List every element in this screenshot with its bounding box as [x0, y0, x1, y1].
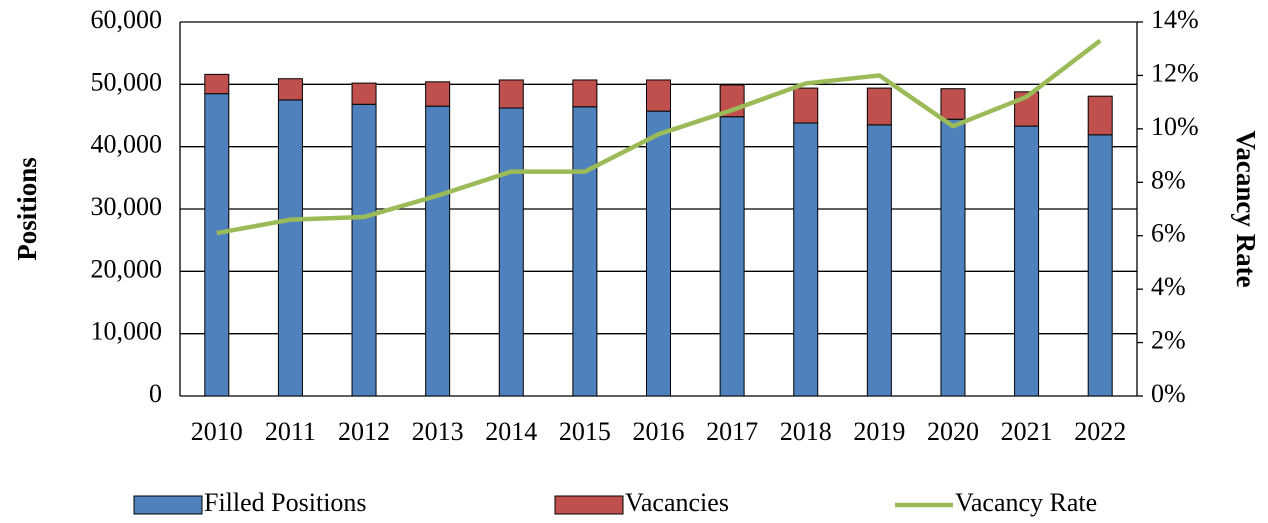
bar [204, 93, 230, 397]
bar [277, 99, 303, 397]
y-axis-label: Positions [12, 157, 42, 261]
y-tick-label: 40,000 [91, 130, 163, 159]
x-tick-label: 2016 [633, 417, 685, 446]
y2-tick-label: 0% [1151, 379, 1186, 408]
y2-tick-label: 6% [1151, 219, 1186, 248]
y2-tick-label: 12% [1151, 58, 1199, 87]
y2-tick-label: 2% [1151, 326, 1186, 355]
x-tick-label: 2011 [265, 417, 316, 446]
bar [425, 105, 451, 397]
bar [793, 122, 819, 397]
bar [204, 73, 230, 95]
y2-axis-label: Vacancy Rate [1231, 130, 1261, 287]
bar [498, 79, 524, 109]
x-tick-label: 2019 [853, 417, 905, 446]
x-tick-label: 2015 [559, 417, 611, 446]
x-tick-label: 2018 [780, 417, 832, 446]
bar [866, 124, 892, 397]
bar [940, 118, 966, 397]
x-tick-label: 2010 [191, 417, 243, 446]
line [216, 38, 1102, 236]
legend-label: Filled Positions [204, 488, 367, 517]
bar [351, 82, 377, 105]
y2-tick-label: 10% [1151, 112, 1199, 141]
y2-tick-label: 14% [1151, 5, 1199, 34]
y-tick-label: 30,000 [91, 192, 163, 221]
bar [1087, 95, 1113, 136]
x-tick-label: 2022 [1074, 417, 1126, 446]
bar [646, 79, 671, 112]
bar [277, 78, 303, 101]
bar [646, 110, 671, 397]
y-tick-label: 10,000 [91, 317, 163, 346]
bar [572, 106, 598, 397]
bar [719, 116, 745, 397]
x-tick-label: 2013 [412, 417, 464, 446]
bar [866, 87, 892, 126]
y2-tick-label: 4% [1151, 272, 1186, 301]
legend-swatch [133, 495, 203, 515]
x-tick-label: 2014 [485, 417, 537, 446]
y-tick-label: 20,000 [91, 254, 163, 283]
bar [351, 103, 377, 397]
bar [940, 88, 966, 120]
x-tick-label: 2012 [338, 417, 390, 446]
y2-tick-label: 8% [1151, 165, 1186, 194]
bar [1087, 134, 1113, 397]
y-tick-label: 50,000 [91, 67, 163, 96]
legend-label: Vacancy Rate [955, 488, 1097, 517]
bar [498, 107, 524, 397]
x-tick-label: 2021 [1001, 417, 1053, 446]
x-tick-label: 2017 [706, 417, 758, 446]
bar [793, 87, 819, 124]
y-tick-label: 60,000 [91, 5, 163, 34]
legend-swatch [554, 495, 624, 515]
legend-label: Vacancies [625, 488, 729, 517]
bar [425, 81, 451, 107]
y-tick-label: 0 [149, 379, 162, 408]
x-tick-label: 2020 [927, 417, 979, 446]
bar [1014, 125, 1040, 397]
bar [572, 79, 598, 108]
